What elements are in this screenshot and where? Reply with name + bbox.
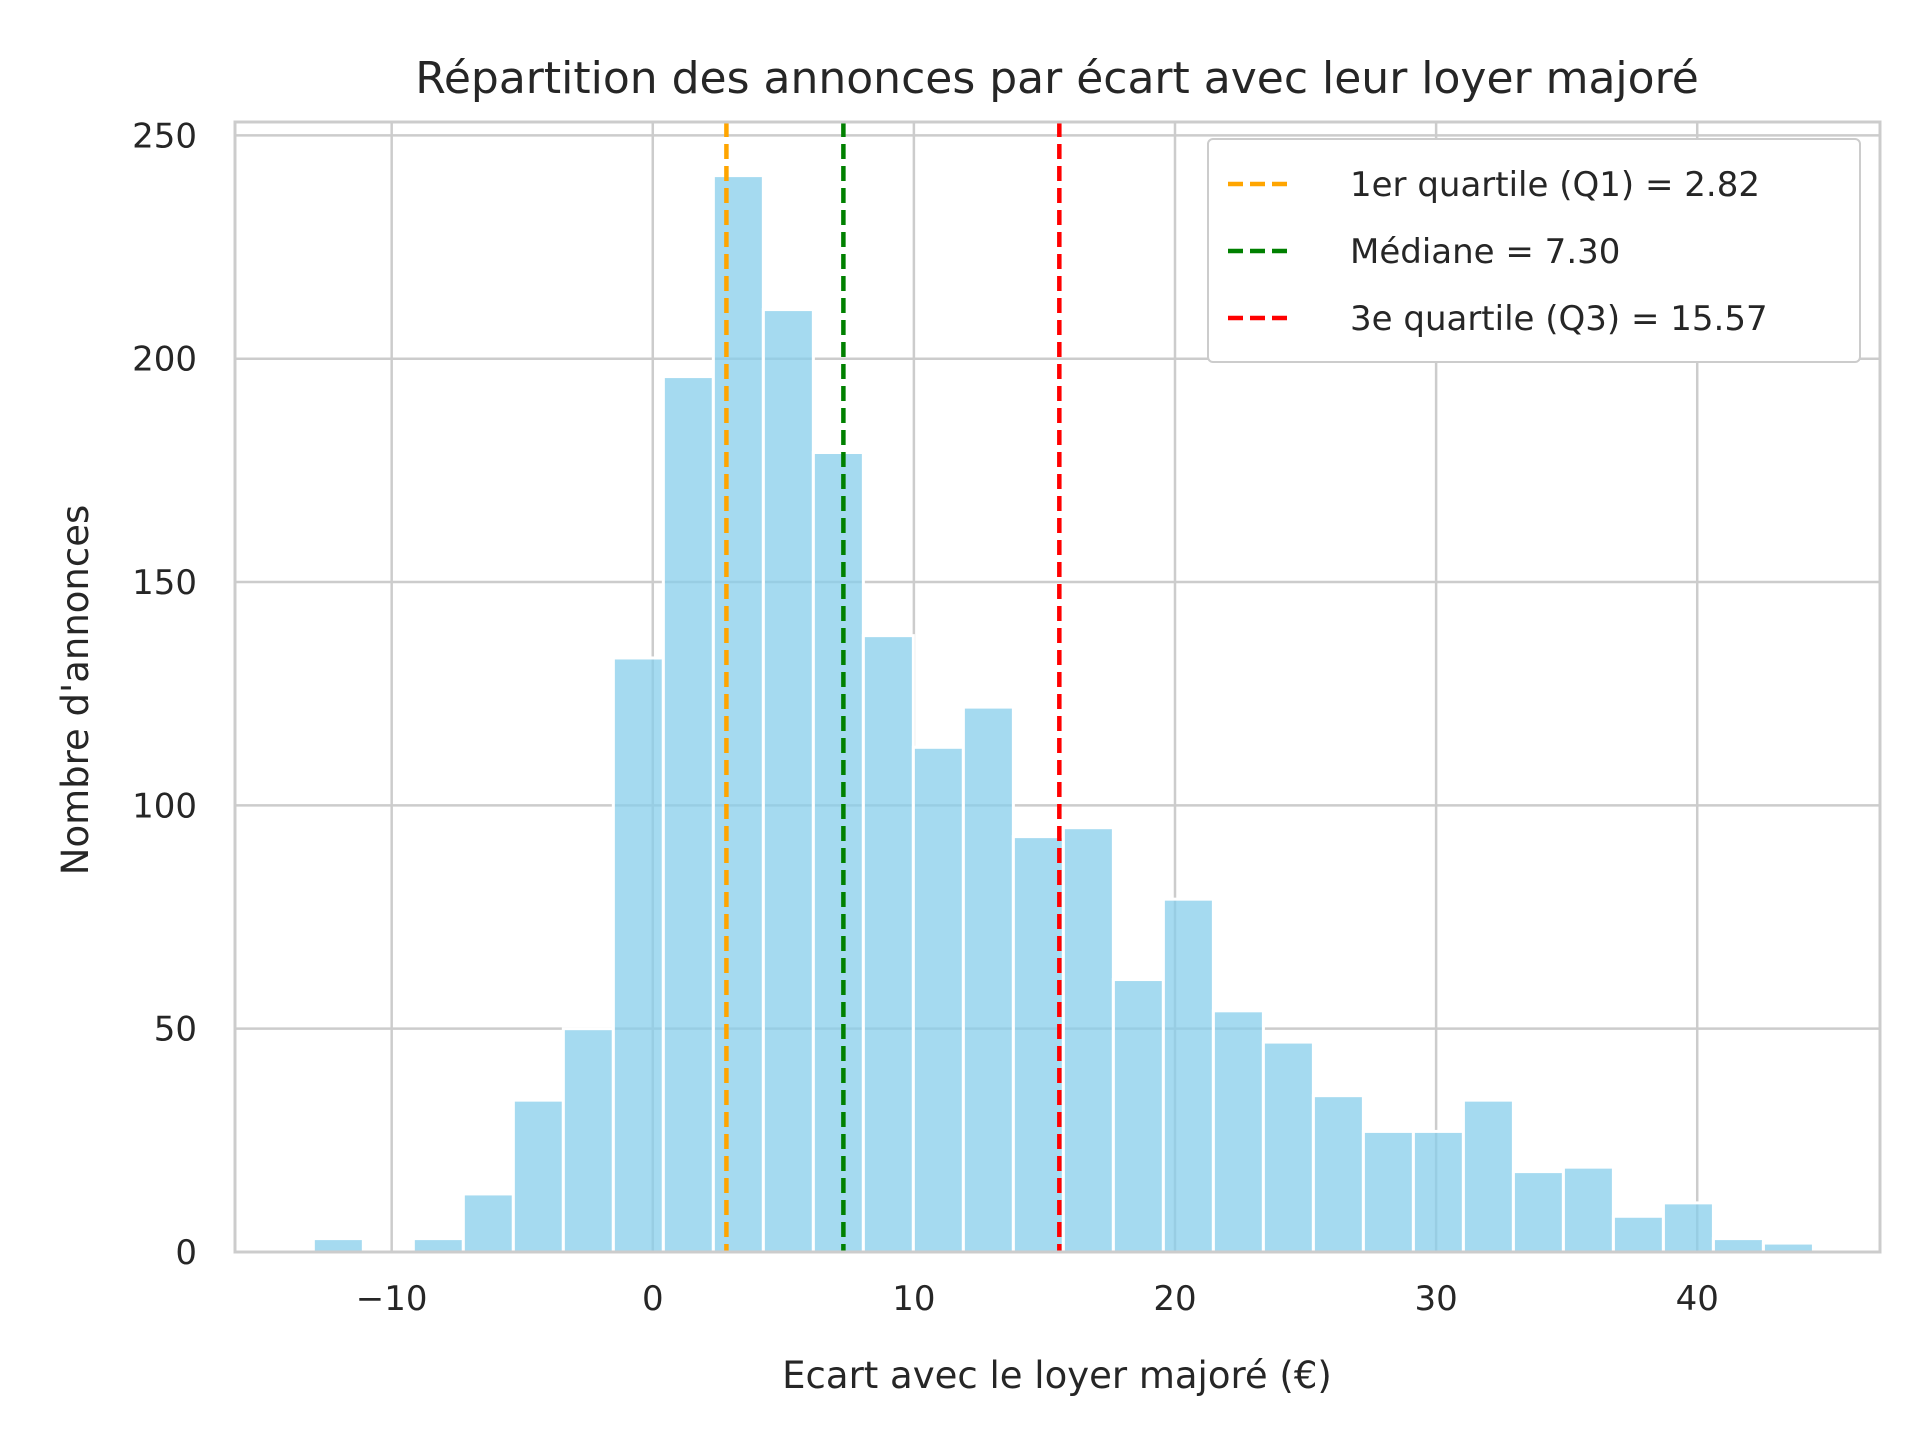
histogram-bar — [1561, 1165, 1615, 1254]
y-tick-label: 0 — [175, 1233, 197, 1273]
histogram-bar — [511, 1098, 565, 1254]
histogram-bar — [561, 1027, 615, 1254]
legend-entry-label: 3e quartile (Q3) = 15.57 — [1350, 299, 1768, 339]
plot-frame — [233, 120, 1882, 1254]
histogram-bar — [411, 1237, 465, 1254]
histogram-bar — [461, 1192, 515, 1254]
histogram-bar — [1411, 1129, 1465, 1254]
y-tick-label: 250 — [132, 116, 197, 156]
x-axis-label: Ecart avec le loyer majoré (€) — [782, 1354, 1332, 1397]
histogram-bar — [711, 174, 765, 1254]
y-tick-label: 200 — [132, 340, 197, 380]
y-tick-label: 50 — [154, 1010, 197, 1050]
histogram-bar — [1461, 1098, 1515, 1254]
x-axis-ticks: −10 0 10 20 30 40 — [356, 1279, 1719, 1319]
histogram-bar — [761, 308, 815, 1254]
histogram-bar — [1011, 835, 1065, 1254]
legend-entry-label: 1er quartile (Q1) = 2.82 — [1350, 165, 1760, 205]
histogram-bars — [311, 174, 1815, 1254]
chart-title: Répartition des annonces par écart avec … — [415, 53, 1699, 104]
legend: 1er quartile (Q1) = 2.82 Médiane = 7.30 3e… — [1207, 138, 1861, 363]
histogram-bar — [911, 745, 965, 1254]
histogram-bar — [1161, 897, 1215, 1254]
histogram-bar — [311, 1237, 365, 1254]
legend-box — [1207, 138, 1861, 363]
y-tick-label: 150 — [132, 563, 197, 603]
y-axis-ticks: 0 50 100 150 200 250 — [132, 116, 197, 1273]
histogram-bar — [661, 375, 715, 1254]
x-tick-label: 0 — [642, 1279, 664, 1319]
histogram-bar — [1661, 1201, 1715, 1254]
histogram-bar — [961, 705, 1015, 1254]
histogram-bar — [1311, 1094, 1365, 1254]
histogram-bar — [1511, 1170, 1565, 1254]
y-tick-label: 100 — [132, 786, 197, 826]
x-tick-label: 30 — [1414, 1279, 1457, 1319]
reference-lines — [724, 122, 1062, 1252]
legend-entry-label: Médiane = 7.30 — [1350, 232, 1620, 272]
histogram-bar — [1711, 1237, 1765, 1254]
histogram-bar — [1061, 826, 1115, 1254]
x-tick-label: 20 — [1153, 1279, 1196, 1319]
y-axis-label: Nombre d'annonces — [54, 505, 97, 875]
histogram-bar — [811, 451, 865, 1254]
histogram-bar — [611, 656, 665, 1254]
histogram-bar — [1211, 1009, 1265, 1254]
histogram-bar — [861, 634, 915, 1254]
histogram-bar — [1111, 978, 1165, 1254]
histogram-bar — [1261, 1040, 1315, 1254]
histogram-bar — [1611, 1214, 1665, 1254]
x-tick-label: 10 — [892, 1279, 935, 1319]
x-tick-label: −10 — [356, 1279, 428, 1319]
histogram-bar — [1361, 1129, 1415, 1254]
x-tick-label: 40 — [1676, 1279, 1719, 1319]
